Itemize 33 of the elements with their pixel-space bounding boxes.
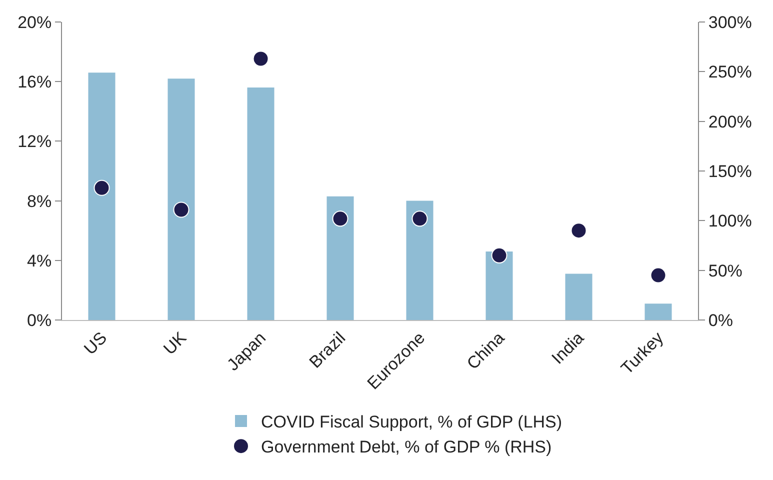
bar — [486, 251, 513, 320]
bar — [247, 88, 274, 320]
y2-tick-label: 250% — [708, 62, 752, 82]
bar — [644, 304, 672, 320]
legend-label: COVID Fiscal Support, % of GDP (LHS) — [261, 412, 562, 432]
y2-tick-label: 100% — [708, 212, 752, 231]
y-tick-label: 20% — [18, 12, 52, 32]
y-tick-label: 8% — [27, 192, 52, 211]
x-tick-label: US — [80, 328, 111, 358]
point — [650, 267, 666, 284]
x-tick-label: UK — [160, 328, 191, 358]
point — [491, 247, 508, 264]
y-tick-label: 12% — [18, 132, 52, 152]
point — [252, 50, 269, 67]
y-tick-label: 4% — [27, 251, 52, 270]
y2-tick-label: 300% — [708, 12, 752, 32]
point — [332, 210, 348, 227]
bar — [326, 196, 354, 320]
legend-label: Government Debt, % of GDP % (RHS) — [261, 438, 552, 457]
y2-tick-label: 200% — [708, 112, 752, 132]
y-tick-label: 0% — [27, 310, 52, 330]
y2-tick-label: 50% — [708, 261, 742, 280]
point — [173, 202, 190, 218]
y-tick-label: 16% — [18, 72, 52, 92]
bar — [88, 72, 116, 320]
bar — [565, 274, 592, 320]
y2-tick-label: 0% — [708, 310, 733, 330]
bar — [168, 78, 195, 320]
point — [94, 180, 110, 196]
point — [412, 210, 428, 227]
point — [570, 222, 587, 239]
bar — [406, 200, 434, 320]
y2-tick-label: 150% — [708, 162, 752, 181]
